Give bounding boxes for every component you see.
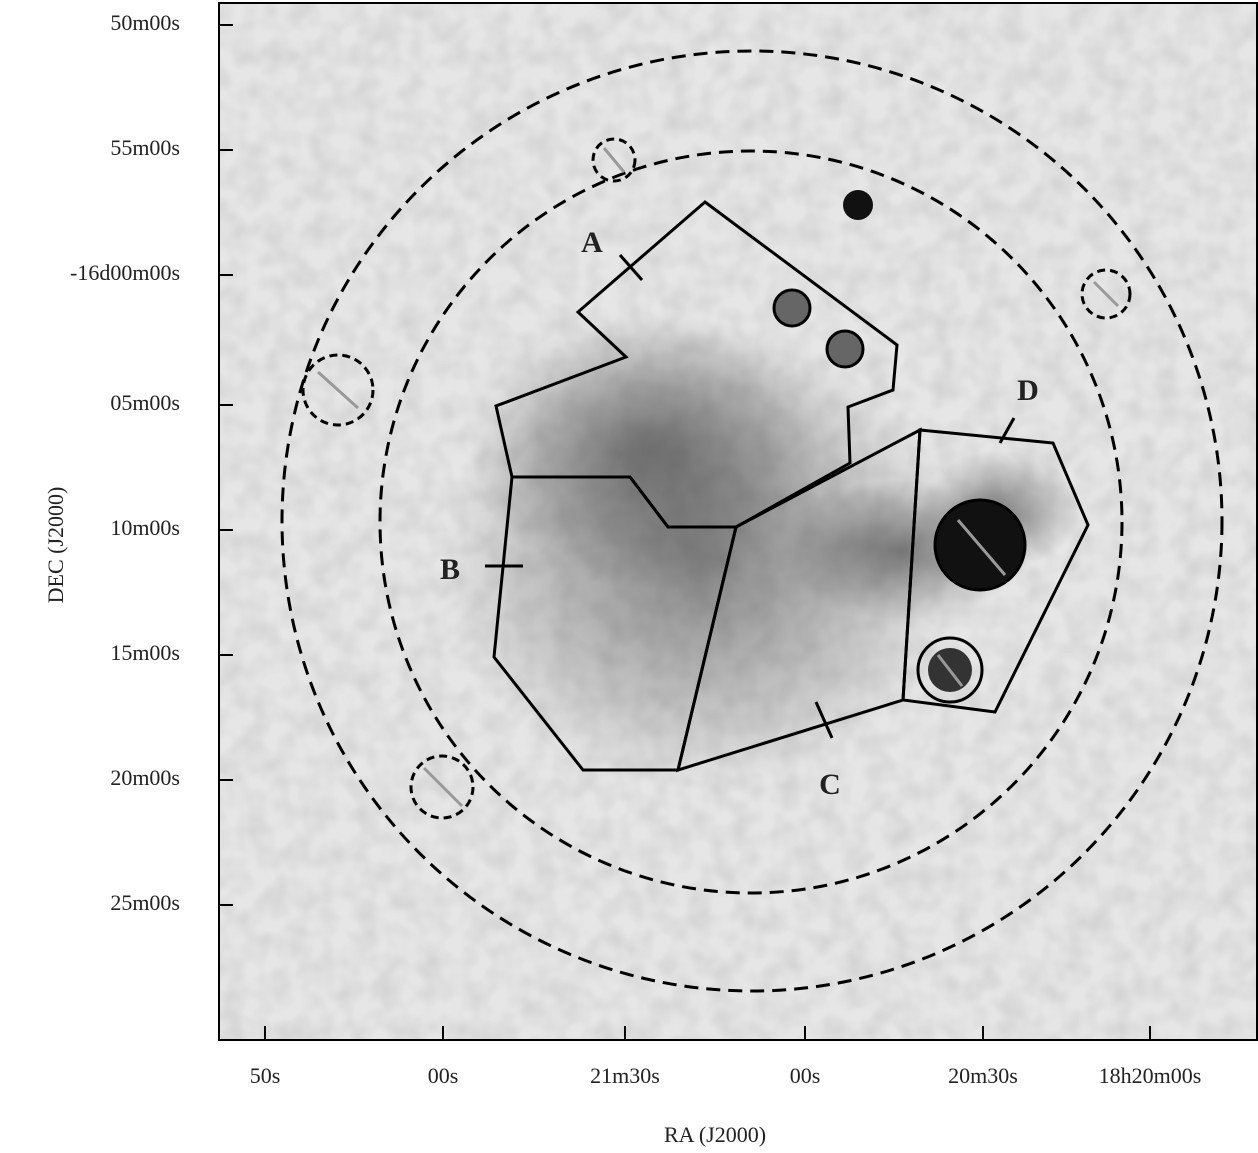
x-tick-label: 50s bbox=[250, 1063, 281, 1088]
y-tick-label: 25m00s bbox=[110, 890, 180, 915]
y-tick-label: 15m00s bbox=[110, 640, 180, 665]
region-label: D bbox=[1017, 374, 1039, 407]
x-tick-label: 00s bbox=[428, 1063, 459, 1088]
x-tick-label: 00s bbox=[790, 1063, 821, 1088]
y-tick-label: 20m00s bbox=[110, 765, 180, 790]
y-tick-label: 50m00s bbox=[110, 10, 180, 35]
y-axis-title: DEC (J2000) bbox=[43, 487, 68, 604]
x-tick-label: 21m30s bbox=[590, 1063, 660, 1088]
x-axis-title: RA (J2000) bbox=[664, 1122, 766, 1147]
region-label: C bbox=[819, 768, 841, 801]
sky-image bbox=[219, 3, 1257, 1040]
x-tick-label: 18h20m00s bbox=[1099, 1063, 1202, 1088]
y-tick-label: 10m00s bbox=[110, 515, 180, 540]
x-tick-label: 20m30s bbox=[948, 1063, 1018, 1088]
y-tick-label: -16d00m00s bbox=[70, 260, 180, 285]
y-tick-label: 05m00s bbox=[110, 390, 180, 415]
region-label: A bbox=[581, 226, 603, 259]
y-tick-label: 55m00s bbox=[110, 135, 180, 160]
region-label: B bbox=[440, 553, 460, 586]
figure: DEC (J2000) RA (J2000) 50m00s 55m00s -16d0… bbox=[0, 0, 1258, 1153]
